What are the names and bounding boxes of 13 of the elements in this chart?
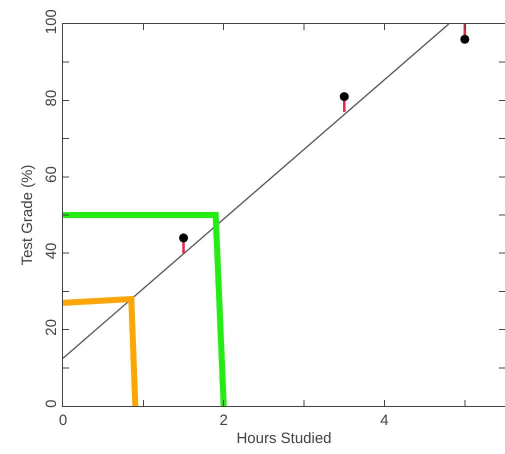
y-tick-label: 60: [42, 166, 60, 183]
point: [460, 34, 470, 44]
point: [340, 92, 349, 102]
x-tick-label: 4: [380, 412, 389, 430]
y-tick-label: 100: [42, 9, 60, 34]
y-tick-label: 80: [42, 90, 60, 106]
x-tick-label: 2: [220, 412, 228, 430]
x-axis-title: Hours Studied: [236, 430, 332, 448]
y-tick-label: 40: [42, 242, 60, 260]
point: [179, 233, 188, 242]
y-tick-label: 20: [42, 319, 60, 336]
y-tick-label: 0: [42, 400, 60, 408]
y-axis-title: Test Grade (%): [19, 164, 36, 266]
